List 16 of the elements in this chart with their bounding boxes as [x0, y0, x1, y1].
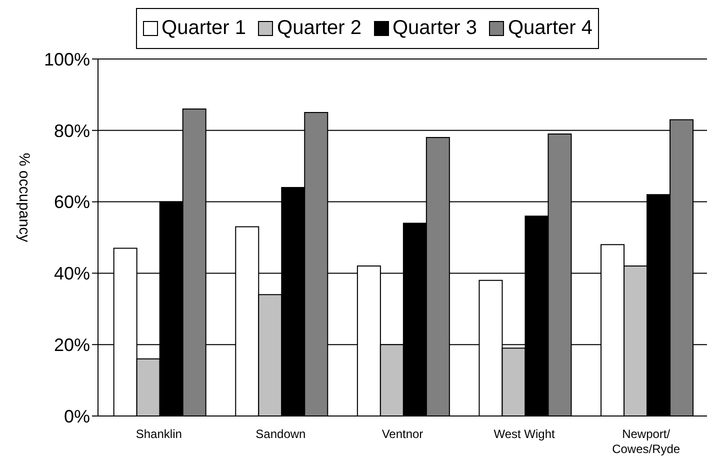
legend-label: Quarter 1: [162, 17, 246, 40]
legend-label: Quarter 3: [392, 17, 477, 40]
legend-label: Quarter 2: [277, 17, 362, 40]
y-tick-label: 40%: [54, 264, 90, 284]
legend-label: Quarter 4: [508, 17, 592, 40]
x-tick-label: Newport/Cowes/Ryde: [612, 427, 680, 456]
x-tick-label: Shanklin: [136, 427, 182, 441]
y-axis-title: % occupancy: [16, 152, 33, 243]
x-tick-label: Sandown: [256, 427, 306, 441]
x-tick-label: Ventnor: [382, 427, 424, 441]
y-tick-label: 20%: [54, 334, 90, 355]
y-tick-label: 0%: [64, 406, 90, 426]
y-tick-label: 60%: [54, 192, 90, 212]
x-tick-label: West Wight: [494, 427, 556, 441]
y-tick-label: 80%: [54, 120, 90, 141]
y-tick-label: 100%: [44, 49, 90, 70]
